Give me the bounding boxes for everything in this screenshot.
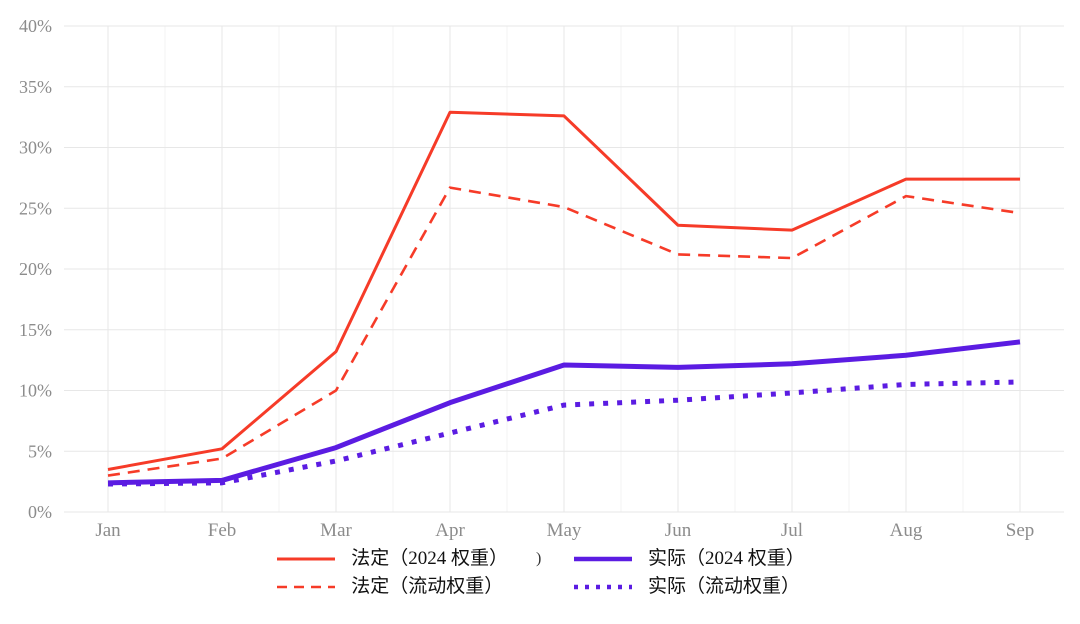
legend-item-actual-floating[interactable]: 实际（流动权重） (572, 576, 805, 599)
y-axis-tick-label: 25% (19, 198, 52, 218)
y-axis-tick-label: 20% (19, 259, 52, 279)
x-axis-tick-label: Aug (890, 520, 923, 541)
y-axis-tick-label: 30% (19, 138, 52, 158)
legend-label-actual-floating: 实际（流动权重） (648, 575, 801, 597)
y-axis-tick-label: 15% (19, 320, 52, 340)
y-axis-tick-label: 0% (28, 502, 52, 522)
legend-item-statutory-2024[interactable]: 法定（2024 权重） (275, 548, 508, 571)
x-axis-tick-label: Jan (95, 520, 121, 541)
legend-item-statutory-floating[interactable]: 法定（流动权重） (275, 576, 508, 599)
legend-sample-statutory-2024 (277, 557, 336, 561)
x-axis-tick-label: Jul (781, 520, 803, 541)
series-line-0 (107, 110, 1020, 471)
y-axis-tick-label: 40% (19, 16, 52, 36)
x-axis-tick-label: Mar (320, 520, 352, 541)
legend-separator-artifact: ) (536, 550, 542, 567)
legend-column-statutory: 法定（2024 权重） 法定（流动权重） (275, 548, 508, 599)
legend: ) 法定（2024 权重） 法定（流动权重） 实际（2024 权重） (0, 544, 1080, 599)
legend-item-actual-2024[interactable]: 实际（2024 权重） (572, 548, 805, 571)
plot-area: 0% 5% 10% 15% 20% 25% 30% 35% 40% Jan Feb Mar Apr May… (19, 16, 1064, 541)
x-axis-tick-label: Jun (665, 520, 692, 541)
x-axis-tick-label: Sep (1006, 520, 1035, 541)
legend-label-statutory-2024: 法定（2024 权重） (351, 548, 508, 569)
y-axis-tick-label: 5% (28, 441, 52, 461)
series-line-1 (107, 186, 1021, 477)
x-axis-tick-label: Apr (435, 520, 465, 541)
legend-sample-actual-2024 (574, 557, 632, 562)
legend-sample-actual-floating (574, 584, 632, 590)
series-line-3 (107, 379, 1021, 487)
x-axis-tick-label: May (547, 520, 582, 541)
y-axis-tick-label: 10% (19, 381, 52, 401)
x-axis-tick-label: Feb (208, 520, 237, 541)
series-line-2 (107, 339, 1021, 486)
legend-sample-statutory-floating (277, 585, 336, 589)
y-axis-tick-label: 35% (19, 77, 52, 97)
legend-label-actual-2024: 实际（2024 权重） (648, 548, 805, 569)
legend-column-actual: 实际（2024 权重） 实际（流动权重） (572, 548, 805, 599)
legend-label-statutory-floating: 法定（流动权重） (351, 575, 504, 597)
